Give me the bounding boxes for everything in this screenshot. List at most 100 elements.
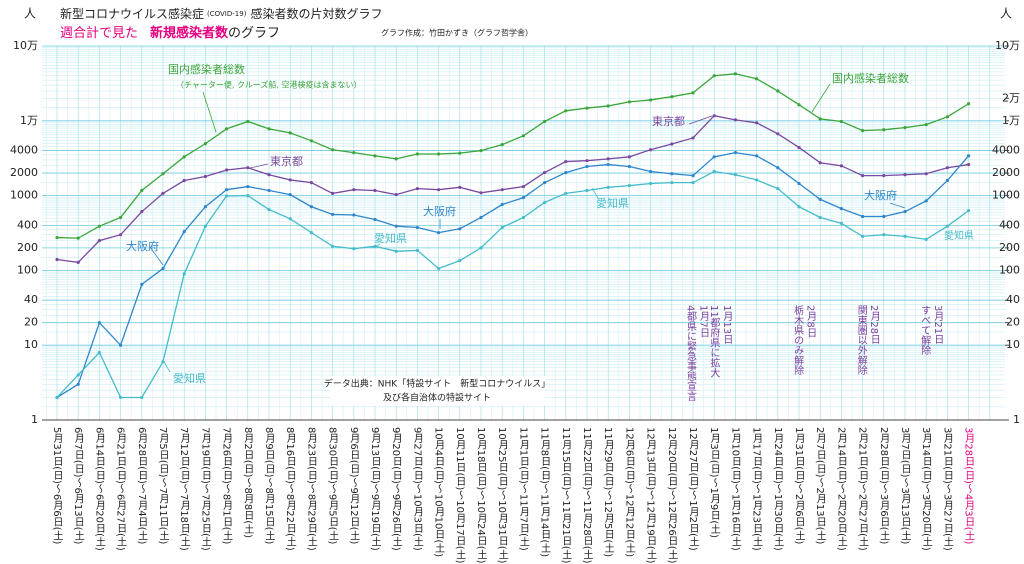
data-point (627, 100, 632, 104)
y2-tick-label: 10 (1006, 338, 1020, 351)
series-note: （チャーター便, クルーズ船, 空港検疫は含まない） (176, 80, 361, 90)
data-point (776, 166, 780, 170)
y-unit: 人 (24, 7, 36, 21)
series-label: 国内感染者総数 (168, 62, 245, 76)
data-point (903, 173, 907, 177)
y-tick-label: 1 (31, 413, 38, 426)
data-point (691, 91, 695, 95)
x-tick-label: 10月4日(日)〜10月10日(土) (432, 427, 444, 558)
leader (811, 83, 831, 113)
data-point (140, 210, 144, 214)
source-line: 及び各自治体の特設サイト (383, 392, 491, 404)
subtitle-part: 週合計で見た (60, 25, 138, 41)
data-point (394, 193, 398, 197)
data-point (712, 74, 716, 78)
series-label: 愛知県 (173, 371, 206, 385)
series-label: 愛知県 (374, 231, 407, 245)
data-point (776, 89, 780, 93)
data-point (437, 188, 441, 192)
data-point (733, 151, 738, 155)
x-tick-label: 2月21日(日)〜2月27日(土) (856, 427, 868, 551)
data-point (712, 114, 716, 118)
y-tick-label: 4000 (10, 144, 38, 157)
data-point (76, 382, 80, 386)
data-point (945, 166, 950, 170)
x-tick-label: 7月26日(日)〜8月1日(土) (220, 427, 232, 545)
data-point (585, 164, 589, 169)
data-point (670, 142, 674, 146)
data-point (670, 95, 674, 99)
leader (889, 202, 906, 209)
annotation: 2月28日 関東圏以外解除 (853, 305, 880, 405)
title-note: (COVID-19) (207, 10, 247, 18)
data-point (945, 178, 950, 183)
data-point (924, 172, 928, 176)
annotation: 1月7日 4都県に緊急事態宣言 (683, 305, 710, 405)
x-tick-label: 8月9日(日)〜8月15日(土) (263, 427, 274, 545)
annotation-text: 栃木県のみ解除 (791, 305, 803, 375)
data-point (670, 172, 674, 176)
y-tick-label: 400 (17, 218, 38, 231)
data-point (331, 244, 335, 248)
data-point (97, 350, 101, 355)
subtitle: 週合計で見た 新規感染者数のグラフ (60, 25, 280, 41)
y-tick-label: 20 (24, 316, 38, 329)
data-point (415, 152, 419, 156)
data-point (882, 128, 886, 132)
data-point (691, 136, 695, 140)
data-point (712, 155, 716, 159)
data-point (691, 174, 695, 178)
data-point (839, 221, 844, 225)
data-point (331, 148, 335, 152)
data-point (882, 233, 886, 237)
x-tick-label: 10月25日(日)〜10月31日(土) (496, 427, 508, 564)
data-point (521, 196, 526, 200)
x-tick-label: 12月20日(日)〜12月26日(土) (665, 427, 677, 564)
data-point (119, 343, 123, 347)
series-line (56, 73, 969, 239)
data-point (479, 246, 483, 250)
annotation-text: すべて解除 (918, 305, 930, 355)
x-tick-label: 9月27日(日)〜10月3日(土) (411, 427, 423, 551)
x-tick-label: 10月11日(日)〜10月17日(土) (453, 427, 465, 564)
data-point (182, 230, 186, 234)
data-point (500, 202, 504, 207)
data-point (627, 155, 632, 159)
annotation-date: 2月28日 (868, 305, 880, 345)
data-point (818, 117, 822, 121)
data-point (288, 131, 292, 135)
x-tick-label: 8月2日(日)〜8月8日(土) (241, 427, 253, 539)
data-point (649, 181, 653, 186)
data-point (861, 214, 865, 219)
data-point (203, 142, 207, 146)
data-point (755, 178, 759, 182)
data-point (331, 212, 335, 217)
data-point (97, 239, 101, 243)
data-point (203, 205, 207, 209)
data-point (585, 159, 589, 163)
x-tick-label: 7月5日(日)〜7月11日(土) (157, 427, 168, 545)
series-line (56, 170, 969, 399)
y-tick-label: 10 (24, 338, 38, 351)
data-point (649, 169, 653, 174)
data-point (161, 191, 165, 196)
data-point (543, 119, 547, 124)
leader (149, 246, 164, 266)
data-point (521, 184, 526, 189)
chart-title: 新型コロナウイルス感染症 (COVID-19) 感染者数の片対数グラフ (60, 6, 382, 21)
data-point (627, 184, 632, 188)
data-point (649, 98, 653, 102)
data-point (818, 197, 822, 201)
data-point (288, 178, 292, 182)
x-tick-label: 8月16日(日)〜8月22日(土) (284, 427, 296, 551)
lines (55, 72, 971, 400)
data-point (140, 395, 144, 400)
data-point (55, 257, 59, 262)
data-point (288, 193, 292, 197)
series-labels: 国内感染者総数 （チャーター便, クルーズ船, 空港検疫は含まない） 国内感染者… (126, 62, 974, 385)
data-point (839, 164, 844, 168)
y2-unit: 人 (1000, 7, 1012, 21)
data-point (309, 231, 313, 235)
x-tick-label: 3月14日(日)〜3月20日(土) (920, 427, 932, 551)
y2-tick-label: 100 (999, 263, 1020, 276)
